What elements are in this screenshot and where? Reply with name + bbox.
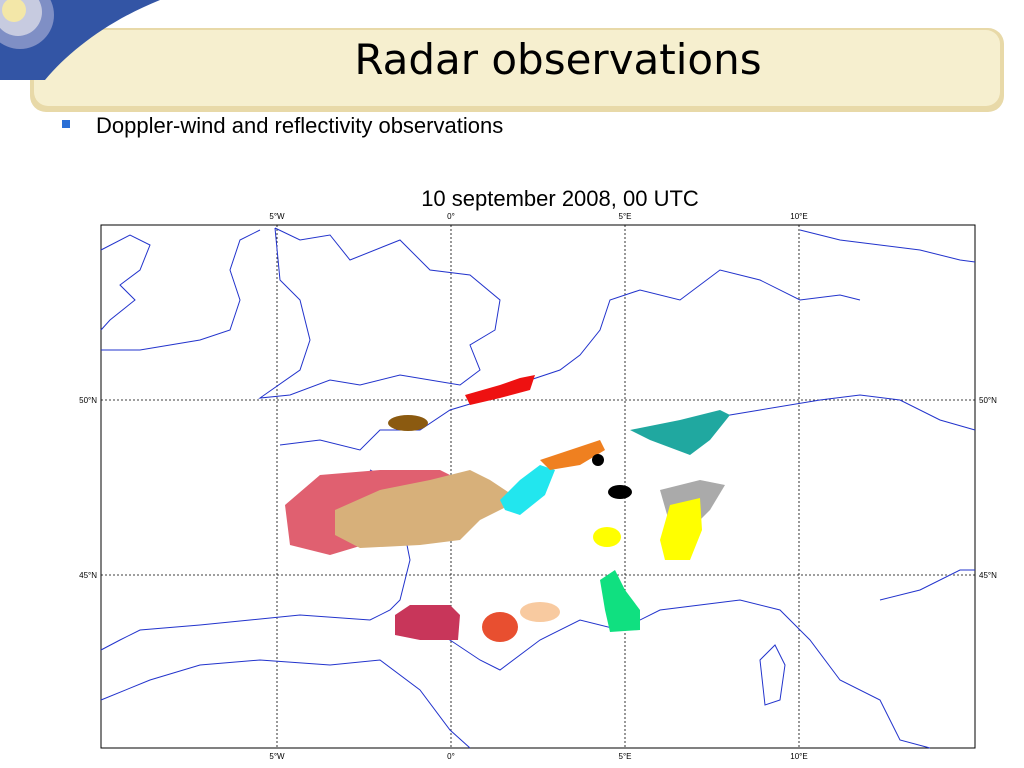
lat-label: 50°N [79,396,97,405]
radar-cluster [608,485,632,499]
radar-cluster [335,470,520,548]
coastline [409,599,931,749]
logo-sun [2,0,26,22]
radar-cluster [465,375,535,405]
radar-cluster [520,602,560,622]
coastline [279,269,861,451]
coastline [879,569,975,601]
lat-label: 45°N [79,571,97,580]
bullet-text: Doppler-wind and reflectivity observatio… [96,113,503,138]
lon-label: 10°E [790,752,807,761]
coastline [699,394,976,431]
radar-cluster [630,410,730,455]
slide-title: Radar observations [354,35,761,84]
radar-cluster [482,612,518,642]
radar-cluster [388,415,428,431]
title-banner [34,30,1000,106]
lon-label: 0° [447,212,455,221]
radar-cluster [600,570,640,632]
radar-cluster [660,498,702,560]
bullet-marker [62,120,70,128]
radar-cluster [395,605,460,640]
coastline [100,659,471,749]
coastline [100,234,151,331]
coastline [799,229,976,263]
lat-label: 45°N [979,571,997,580]
map: 5°W 0° 5°E 10°E 5°W 0° 5°E 10°E 50°N 45°… [79,212,997,761]
radar-cluster [592,454,604,466]
lon-label: 5°E [619,752,632,761]
coastline [258,227,501,399]
radar-clusters [285,375,730,642]
coastline [101,229,261,351]
radar-cluster [500,465,555,515]
map-title: 10 september 2008, 00 UTC [421,186,699,211]
radar-cluster [593,527,621,547]
lon-label: 5°E [619,212,632,221]
lon-label: 0° [447,752,455,761]
lon-label: 5°W [269,212,285,221]
lat-label: 50°N [979,396,997,405]
lon-label: 5°W [269,752,285,761]
lon-label: 10°E [790,212,807,221]
radar-cluster [540,440,605,470]
coastline [759,644,786,706]
